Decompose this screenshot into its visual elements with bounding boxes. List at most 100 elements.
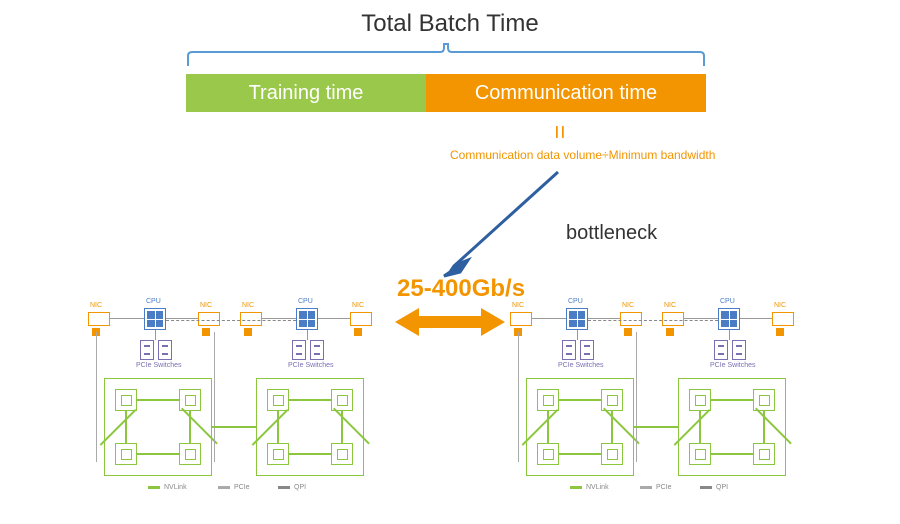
pcie-label: PCIe Switches [288, 362, 334, 369]
qpi-line [684, 318, 718, 319]
nvlink-line [559, 453, 601, 455]
pcie-line [214, 332, 215, 462]
server-right: NIC CPU NIC PCIe Switches NIC [510, 296, 810, 496]
qpi-line [166, 318, 198, 319]
node-l1: NIC CPU NIC PCIe Switches [88, 296, 236, 491]
gpu-icon [601, 443, 623, 465]
gpu-panel [678, 378, 786, 476]
qpi-line [110, 318, 144, 319]
bracket-top [186, 42, 706, 68]
node-l2: NIC CPU NIC PCIe Switches [240, 296, 388, 491]
pcie-switch-icon [562, 340, 576, 360]
bandwidth-label: 25-400Gb/s [397, 275, 525, 303]
nic-dot-icon [776, 328, 784, 336]
qpi-inter-cpu [588, 320, 718, 321]
cpu-icon [566, 308, 588, 330]
gpu-icon [537, 389, 559, 411]
gpu-icon [267, 443, 289, 465]
nic-label: NIC [352, 302, 364, 309]
pcie-line [518, 332, 519, 462]
cpu-icon [144, 308, 166, 330]
nic-label: NIC [774, 302, 786, 309]
gpu-icon [689, 443, 711, 465]
gpu-icon [331, 443, 353, 465]
nic-dot-icon [244, 328, 252, 336]
diagram-title: Total Batch Time [0, 10, 900, 38]
qpi-line [740, 318, 772, 319]
nvlink-line [100, 409, 137, 446]
pcie-label: PCIe Switches [710, 362, 756, 369]
nic-label: NIC [622, 302, 634, 309]
nvlink-line [674, 409, 711, 446]
nic-dot-icon [624, 328, 632, 336]
nic-label: NIC [200, 302, 212, 309]
legend-qpi: QPI [278, 484, 306, 491]
pcie-switch-icon [580, 340, 594, 360]
qpi-line [318, 318, 350, 319]
nic-icon [772, 312, 794, 326]
bottleneck-arrow [440, 168, 570, 280]
node-r1: NIC CPU NIC PCIe Switches [510, 296, 658, 491]
nic-dot-icon [666, 328, 674, 336]
nic-icon [88, 312, 110, 326]
pcie-line [636, 332, 637, 462]
nic-icon [662, 312, 684, 326]
nvlink-line [522, 409, 559, 446]
qpi-inter-cpu [166, 320, 296, 321]
gpu-icon [115, 443, 137, 465]
nvlink-line [289, 453, 331, 455]
legend-qpi: QPI [700, 484, 728, 491]
nic-label: NIC [664, 302, 676, 309]
gpu-icon [267, 389, 289, 411]
nvlink-line [559, 399, 601, 401]
formula-text: Communication data volume÷Minimum bandwi… [450, 148, 715, 162]
node-r2: NIC CPU NIC PCIe Switches [662, 296, 810, 491]
pcie-line [155, 330, 156, 340]
pcie-switch-icon [310, 340, 324, 360]
nvlink-line [711, 453, 753, 455]
nvlink-inter-panel [634, 426, 678, 428]
gpu-icon [179, 443, 201, 465]
pcie-line [729, 330, 730, 340]
pcie-line [307, 330, 308, 340]
pcie-label: PCIe Switches [136, 362, 182, 369]
gpu-icon [753, 443, 775, 465]
qpi-line [262, 318, 296, 319]
equals-sign: = [545, 125, 573, 139]
nic-label: NIC [512, 302, 524, 309]
qpi-line [588, 318, 620, 319]
cpu-icon [296, 308, 318, 330]
legend-pcie: PCIe [218, 484, 250, 491]
cpu-label: CPU [568, 298, 583, 305]
nvlink-line [755, 408, 792, 445]
gpu-panel [104, 378, 212, 476]
cpu-icon [718, 308, 740, 330]
legend-nvlink: NVLink [570, 484, 609, 491]
nvlink-line [252, 409, 289, 446]
gpu-icon [537, 443, 559, 465]
nvlink-line [137, 399, 179, 401]
legend-nvlink: NVLink [148, 484, 187, 491]
pcie-switch-icon [732, 340, 746, 360]
nic-icon [198, 312, 220, 326]
nic-icon [350, 312, 372, 326]
nvlink-line [333, 408, 370, 445]
training-time-bar: Training time [186, 74, 426, 112]
gpu-panel [526, 378, 634, 476]
nvlink-line [289, 399, 331, 401]
cpu-label: CPU [720, 298, 735, 305]
nic-label: NIC [90, 302, 102, 309]
pcie-switch-icon [158, 340, 172, 360]
pcie-line [577, 330, 578, 340]
nic-dot-icon [354, 328, 362, 336]
nic-label: NIC [242, 302, 254, 309]
bottleneck-label: bottleneck [566, 222, 657, 245]
nic-icon [510, 312, 532, 326]
pcie-switch-icon [292, 340, 306, 360]
nic-icon [240, 312, 262, 326]
qpi-line [532, 318, 566, 319]
gpu-panel [256, 378, 364, 476]
nvlink-line [137, 453, 179, 455]
nic-dot-icon [202, 328, 210, 336]
nic-icon [620, 312, 642, 326]
